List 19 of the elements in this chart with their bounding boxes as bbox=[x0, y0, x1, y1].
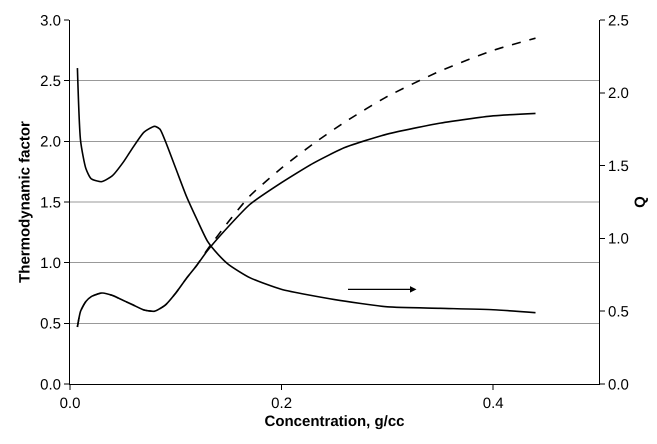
x-axis-title: Concentration, g/cc bbox=[264, 413, 405, 430]
y-tick-label: 3.0 bbox=[40, 12, 61, 30]
y-tick-label: 1.5 bbox=[40, 194, 61, 212]
y2-tick-label: 0.5 bbox=[608, 303, 629, 320]
y-tick-label: 2.0 bbox=[40, 134, 61, 151]
y2-tick-label: 2.0 bbox=[608, 85, 629, 102]
y2-axis-title: Q bbox=[632, 196, 649, 208]
y-tick-label: 2.5 bbox=[40, 72, 61, 90]
x-tick-label: 0.2 bbox=[271, 395, 292, 412]
x-tick-label: 0.4 bbox=[482, 395, 504, 412]
y-axis-title: Thermodynamic factor bbox=[16, 120, 34, 283]
y2-tick-label: 2.5 bbox=[608, 12, 629, 30]
x-tick-label: 0.0 bbox=[60, 395, 80, 412]
y-tick-label: 0.5 bbox=[40, 316, 61, 333]
y2-tick-label: 1.0 bbox=[608, 230, 629, 248]
y2-tick-label: 1.5 bbox=[608, 158, 629, 175]
y-tick-label: 0.0 bbox=[40, 376, 61, 394]
y-tick-label: 1.0 bbox=[40, 254, 61, 272]
y2-tick-label: 0.0 bbox=[608, 376, 629, 394]
